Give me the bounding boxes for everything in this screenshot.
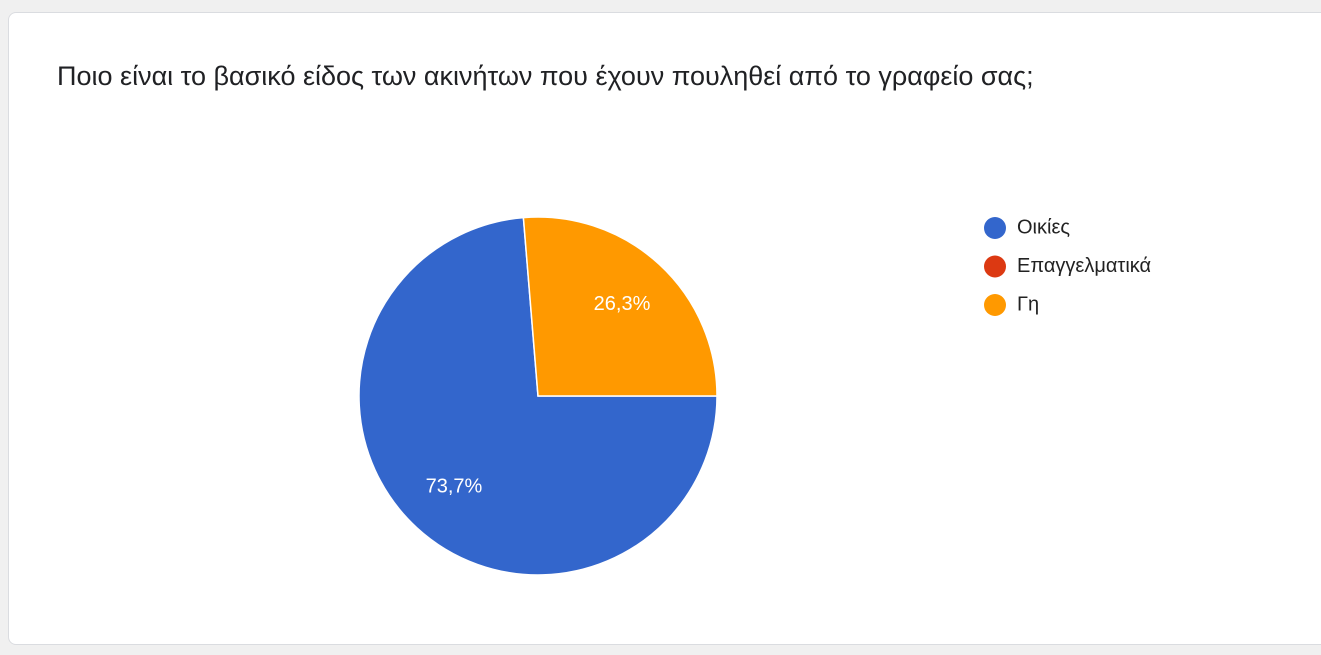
legend-marker [984,294,1006,316]
legend-marker [984,217,1006,239]
chart-title: Ποιο είναι το βασικό είδος των ακινήτων … [57,61,1034,91]
legend-marker [984,255,1006,278]
pie-slice [522,216,718,397]
legend-label: Επαγγελματικά [1017,255,1151,277]
legend-label: Γη [1017,293,1039,315]
slice-label: 73,7% [426,475,483,497]
slice-label: 26,3% [594,293,651,315]
legend-label: Οικίες [1017,216,1070,238]
